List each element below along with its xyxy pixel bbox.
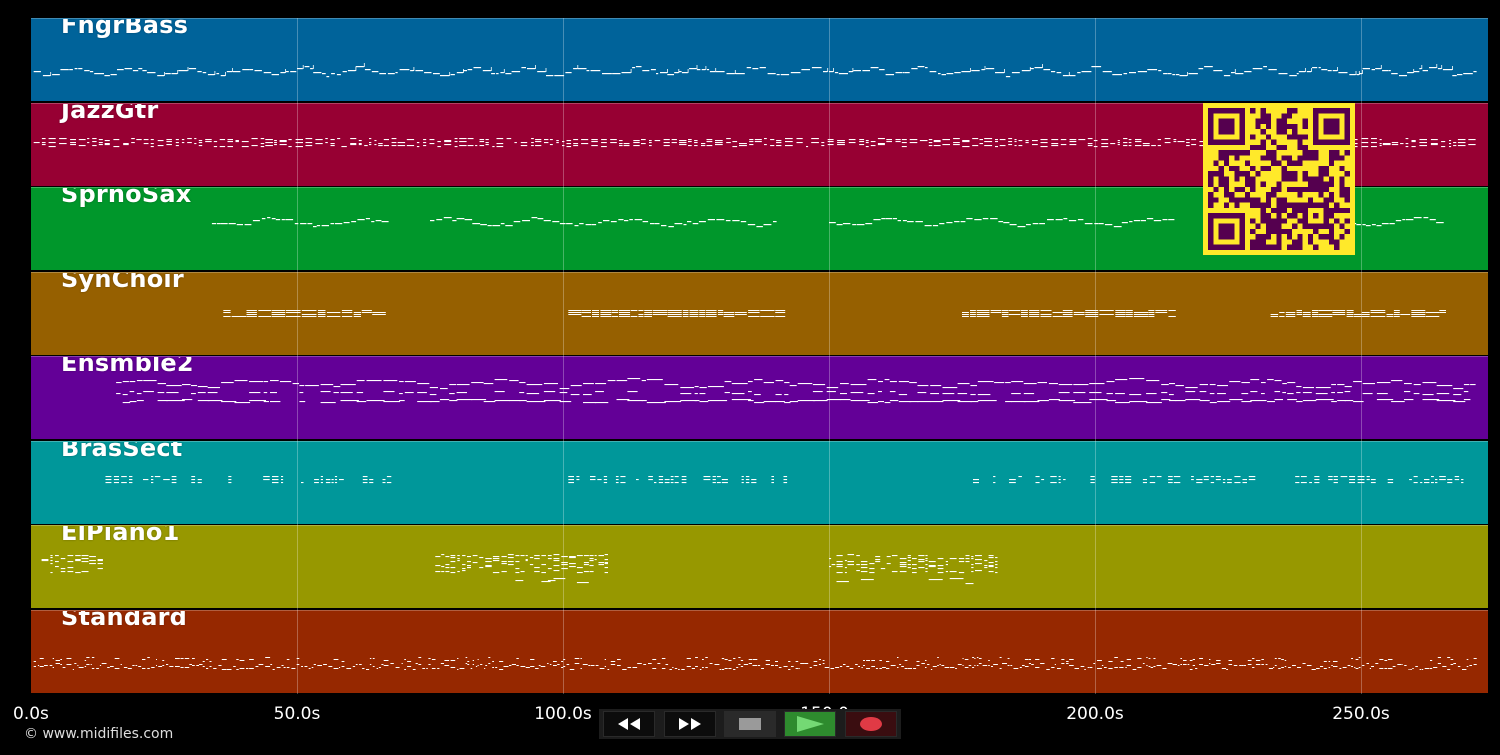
axis-tick-label: 250.0s — [1332, 704, 1390, 724]
axis-tick-label: 0.0s — [13, 704, 49, 724]
axis-tick-label: 100.0s — [534, 704, 592, 724]
axis-tick-label: 200.0s — [1066, 704, 1124, 724]
notes-group — [223, 309, 1446, 317]
track-name: Ensmble2 — [61, 356, 194, 377]
rewind-button[interactable] — [603, 711, 656, 737]
notes-group — [33, 63, 1477, 78]
track-brassect: BrasSect — [31, 440, 1488, 524]
track-elpiano1: ElPiano1 — [31, 525, 1488, 608]
notes-group — [33, 656, 1477, 670]
notes-group — [41, 554, 998, 585]
note-lane — [33, 656, 1477, 670]
note-lane — [33, 63, 1477, 78]
stop-icon — [738, 718, 761, 730]
fast-forward-button[interactable] — [663, 711, 716, 737]
record-button[interactable] — [844, 711, 897, 737]
track-name: SynChoir — [61, 271, 184, 293]
note-lane — [41, 554, 998, 585]
track-name: SprnoSax — [61, 187, 192, 208]
track-name: FngrBass — [61, 18, 189, 39]
track-synchoir: SynChoir — [31, 271, 1488, 355]
play-button[interactable] — [784, 711, 837, 737]
play-icon — [797, 716, 825, 732]
stop-button[interactable] — [723, 711, 776, 737]
notes-group — [105, 475, 1464, 483]
track-ensmble2: Ensmble2 — [31, 356, 1488, 439]
track-standard: Standard — [31, 609, 1488, 693]
note-lane — [223, 309, 1446, 317]
qr-code — [1203, 103, 1355, 255]
note-lane — [105, 475, 1464, 483]
fast-forward-icon — [678, 718, 701, 730]
rewind-icon — [618, 718, 641, 730]
axis-tick-label: 50.0s — [273, 704, 321, 724]
track-name: BrasSect — [61, 440, 183, 462]
track-name: ElPiano1 — [61, 525, 180, 546]
track-name: JazzGtr — [61, 102, 159, 124]
track-fngrbass: FngrBass — [31, 18, 1488, 101]
transport-controls — [599, 709, 901, 739]
record-icon — [859, 717, 882, 731]
copyright-notice: © www.midifiles.com — [24, 726, 174, 742]
track-name: Standard — [61, 609, 188, 631]
note-lane — [116, 378, 1476, 404]
notes-group — [116, 378, 1476, 404]
